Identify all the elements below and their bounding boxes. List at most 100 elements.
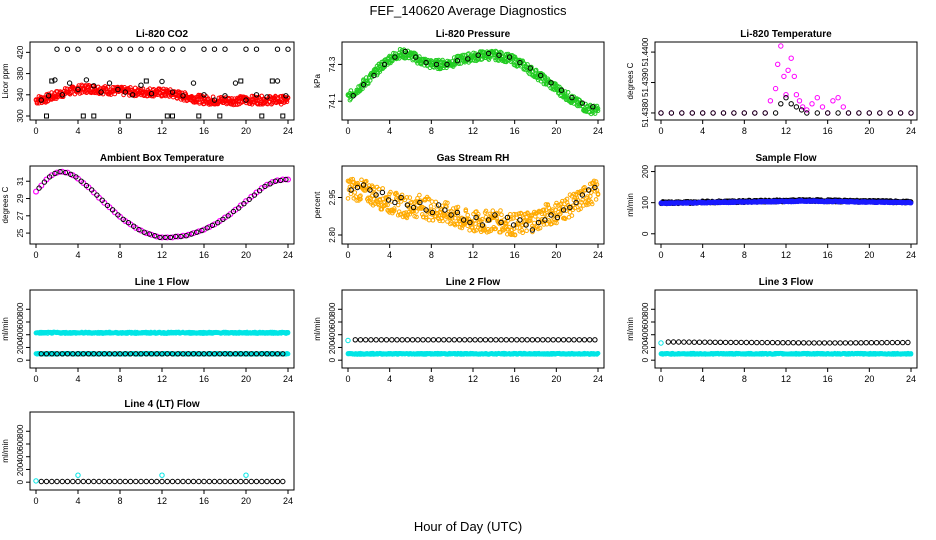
data-point [440, 218, 445, 224]
series-1 [33, 351, 291, 357]
data-point [559, 201, 564, 206]
x-tick-label: 12 [157, 126, 167, 136]
data-point [710, 110, 716, 116]
series-0 [658, 350, 914, 357]
data-point [762, 110, 768, 116]
data-point [451, 337, 457, 343]
data-point [429, 199, 435, 204]
x-tick-label: 16 [199, 126, 209, 136]
x-tick-label: 0 [33, 374, 38, 384]
data-point [46, 174, 53, 180]
data-point [569, 94, 575, 101]
x-tick-label: 4 [700, 250, 705, 260]
data-point [64, 46, 71, 52]
data-point [392, 199, 398, 206]
data-point [99, 197, 105, 203]
data-point [483, 208, 489, 214]
data-point [367, 78, 373, 83]
data-point [173, 233, 179, 240]
figure-title: FEF_140620 Average Diagnostics [369, 3, 567, 18]
data-point [41, 179, 48, 185]
data-point [190, 80, 197, 86]
data-point [227, 96, 232, 101]
data-point [538, 72, 544, 79]
data-point [501, 228, 506, 233]
y-tick-label: 0 [16, 357, 25, 362]
x-tick-label: 20 [864, 374, 874, 384]
data-point [504, 214, 511, 221]
y-tick-label: 0 [328, 357, 337, 362]
data-point [169, 46, 176, 52]
data-point [567, 209, 573, 215]
data-point [467, 337, 473, 343]
data-point [560, 207, 567, 213]
x-tick-label: 20 [864, 126, 874, 136]
data-point [552, 220, 557, 225]
data-point [785, 67, 791, 74]
data-point [781, 73, 787, 80]
x-tick-label: 0 [658, 374, 663, 384]
data-point [499, 212, 504, 218]
data-point [473, 214, 479, 221]
data-point [430, 337, 437, 343]
x-tick-label: 4 [75, 250, 80, 260]
data-point [498, 337, 504, 343]
x-tick-label: 8 [117, 126, 122, 136]
data-point [413, 51, 418, 57]
y-axis-label: degrees C [626, 62, 635, 99]
data-point [179, 90, 185, 96]
x-tick-label: 0 [345, 250, 350, 260]
x-tick-label: 4 [700, 126, 705, 136]
data-point [590, 104, 596, 110]
data-point [529, 227, 536, 233]
data-point [845, 110, 852, 116]
data-point [89, 187, 95, 193]
data-point [222, 46, 228, 52]
data-point [585, 194, 590, 199]
x-tick-label: 16 [510, 126, 520, 136]
data-point [209, 222, 216, 229]
y-tick-label: 2.95 [328, 189, 337, 205]
data-point [59, 92, 65, 98]
x-tick-label: 8 [742, 126, 747, 136]
data-point [459, 225, 465, 231]
data-point [94, 192, 100, 198]
data-point [136, 226, 142, 233]
x-tick-label: 0 [33, 126, 38, 136]
data-point [537, 225, 543, 231]
x-tick-label: 24 [906, 126, 916, 136]
data-point [542, 217, 548, 223]
data-point [550, 207, 555, 212]
x-tick-label: 24 [593, 250, 603, 260]
data-point [358, 193, 363, 198]
x-tick-label: 8 [117, 374, 122, 384]
data-point [524, 337, 530, 343]
data-point [595, 106, 601, 111]
x-tick-label: 16 [823, 374, 833, 384]
data-point [741, 110, 747, 116]
data-point [167, 234, 174, 241]
data-point [426, 217, 432, 223]
data-point [115, 212, 121, 218]
data-point [809, 101, 815, 107]
data-point [517, 217, 523, 223]
data-point [352, 190, 358, 195]
data-point [720, 110, 727, 116]
data-point [180, 46, 186, 52]
series-1 [38, 77, 289, 103]
data-point [565, 90, 571, 95]
data-point [493, 337, 499, 343]
x-tick-label: 4 [700, 374, 705, 384]
data-point [548, 212, 554, 218]
y-tick-label: 380 [16, 66, 25, 80]
data-point [426, 196, 432, 202]
x-tick-label: 20 [241, 374, 251, 384]
data-point [527, 65, 533, 71]
data-point [138, 46, 144, 52]
y-axis-label: ml/min [626, 317, 635, 341]
data-point [554, 214, 561, 221]
data-point [441, 337, 447, 343]
data-point [772, 110, 779, 116]
